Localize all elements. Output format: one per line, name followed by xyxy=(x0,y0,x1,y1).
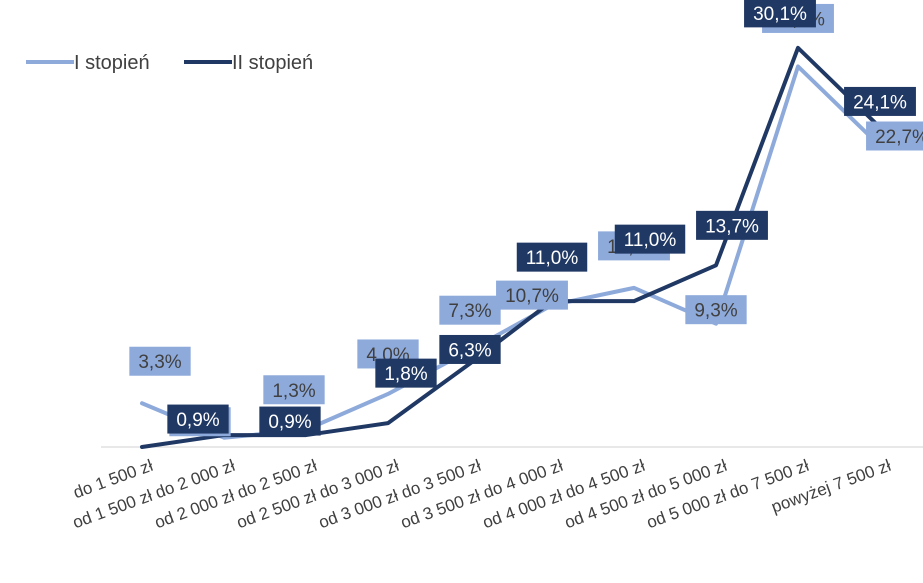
data-label: 6,3% xyxy=(439,334,501,364)
data-label: 0,9% xyxy=(167,404,229,434)
series-line-2 xyxy=(140,45,882,449)
data-label-text: 30,1% xyxy=(753,4,807,25)
data-label-box xyxy=(844,86,916,116)
data-label-box xyxy=(696,210,768,240)
data-label: 10,7% xyxy=(496,280,568,310)
legend-label: I stopień xyxy=(74,52,150,74)
data-label-box xyxy=(866,121,923,151)
data-label-box xyxy=(167,404,229,434)
data-labels: 3,3%0,7%1,3%4,0%7,3%10,7%12,0%9,3%28,7%2… xyxy=(129,0,923,437)
data-label: 1,3% xyxy=(263,375,325,405)
data-label: 9,3% xyxy=(685,295,747,325)
data-label: 13,7% xyxy=(696,210,768,240)
data-label-text: 9,3% xyxy=(694,301,737,322)
data-label-text: 13,7% xyxy=(705,216,759,237)
data-label-text: 10,7% xyxy=(505,286,559,307)
data-label-text: 22,7% xyxy=(875,127,923,148)
data-label-box xyxy=(496,280,568,310)
data-label-box xyxy=(614,224,686,254)
data-label-box xyxy=(129,346,191,376)
data-label: 11,0% xyxy=(516,242,588,272)
data-label-text: 7,3% xyxy=(448,301,491,322)
series-layer xyxy=(140,45,882,449)
data-label-text: 3,3% xyxy=(138,352,181,373)
data-label-box xyxy=(516,242,588,272)
data-label-box xyxy=(439,334,501,364)
data-label-text: 6,3% xyxy=(448,340,491,361)
legend: I stopień II stopień xyxy=(26,52,313,74)
data-label-text: 0,9% xyxy=(268,412,311,433)
data-label-text: 24,1% xyxy=(853,92,907,113)
data-label-box xyxy=(375,358,437,388)
data-label-text: 1,8% xyxy=(384,364,427,385)
data-label-box xyxy=(263,375,325,405)
data-label-box xyxy=(439,295,501,325)
data-label-text: 1,3% xyxy=(272,381,315,402)
data-label: 7,3% xyxy=(439,295,501,325)
data-label-box xyxy=(259,406,321,436)
data-label-text: 0,9% xyxy=(176,410,219,431)
legend-label: II stopień xyxy=(232,52,313,74)
data-label: 1,8% xyxy=(375,358,437,388)
data-label: 24,1% xyxy=(844,86,916,116)
data-label-text: 11,0% xyxy=(526,248,579,269)
data-label: 30,1% xyxy=(744,0,816,28)
data-label: 0,9% xyxy=(259,406,321,436)
data-label: 11,0% xyxy=(614,224,686,254)
data-label-box xyxy=(685,295,747,325)
data-label: 3,3% xyxy=(129,346,191,376)
data-label-text: 11,0% xyxy=(624,230,677,251)
data-label: 22,7% xyxy=(866,121,923,151)
data-label-box xyxy=(744,0,816,28)
